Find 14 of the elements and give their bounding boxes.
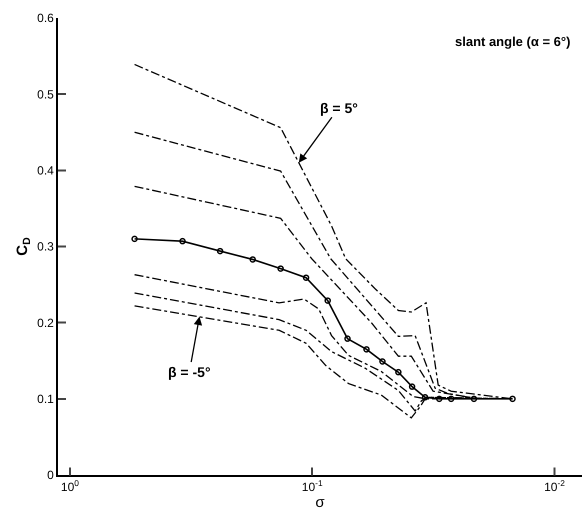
y-tick-label: 0.1 [37, 392, 54, 406]
annotation: β = 5° [320, 100, 358, 116]
y-tick-label: 0 [47, 468, 54, 482]
y-tick-label: 0.3 [37, 240, 54, 254]
y-tick-label: 0.2 [37, 316, 54, 330]
y-tick-label: 0.6 [37, 11, 54, 26]
x-axis-title: σ [315, 494, 326, 512]
x-tick-label: 10$^{0}$ [60, 478, 80, 494]
x-tick-label: 10$^{-2}$ [544, 478, 566, 494]
annotation: β = -5° [168, 364, 211, 380]
annotation: slant angle (α = 6°) [455, 34, 570, 49]
x-tick-label: 10$^{-1}$ [302, 478, 323, 494]
y-tick-label: 0.4 [37, 164, 54, 178]
y-tick-label: 0.5 [37, 87, 54, 102]
